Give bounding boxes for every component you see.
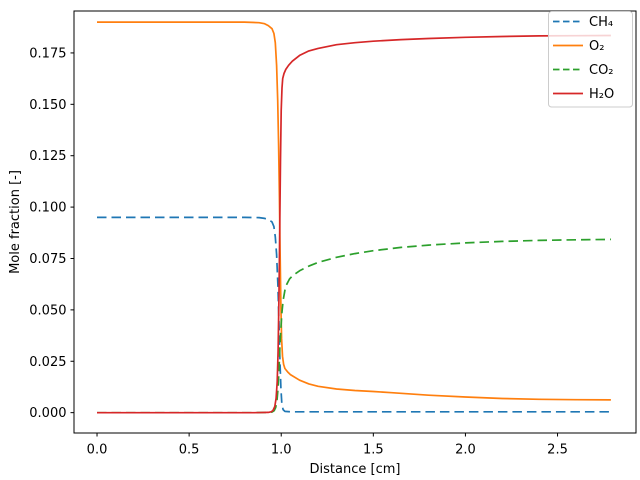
- legend-box: [548, 11, 633, 108]
- y-tick-label: 0.025: [29, 355, 66, 370]
- series-line-o2: [97, 21, 611, 401]
- x-tick-label: 0.5: [179, 443, 200, 458]
- y-tick-label: 0.150: [29, 98, 66, 113]
- series-line-co2: [97, 238, 611, 414]
- x-tick-label: 0.0: [87, 443, 108, 458]
- series-line-h2o: [97, 34, 611, 414]
- x-tick-label: 1.0: [271, 443, 292, 458]
- legend: CH₄ O₂ CO₂ H₂O: [548, 11, 633, 108]
- x-tick-label: 2.5: [547, 443, 568, 458]
- x-axis-label: Distance [cm]: [310, 462, 401, 477]
- y-tick-label: 0.100: [29, 201, 66, 216]
- plot-frame: [73, 10, 637, 434]
- legend-label-co2: CO₂: [589, 63, 614, 78]
- x-tick-label: 1.5: [363, 443, 384, 458]
- y-tick-label: 0.175: [29, 46, 66, 61]
- y-tick-label: 0.125: [29, 149, 66, 164]
- legend-label-h2o: H₂O: [589, 87, 614, 102]
- y-tick-label: 0.075: [29, 252, 66, 267]
- x-tick-label: 2.0: [455, 443, 476, 458]
- chart-plot-area: 0.0 0.5 1.0 1.5 2.0 2.5 0.000 0.025 0.050 0.075 0.…: [29, 10, 637, 458]
- y-tick-label: 0.050: [29, 303, 66, 318]
- legend-label-ch4: CH₄: [589, 15, 613, 30]
- y-tick-label: 0.000: [29, 406, 66, 421]
- legend-label-o2: O₂: [589, 39, 604, 54]
- series-line-ch4: [97, 216, 611, 413]
- y-axis-label: Mole fraction [-]: [8, 170, 23, 274]
